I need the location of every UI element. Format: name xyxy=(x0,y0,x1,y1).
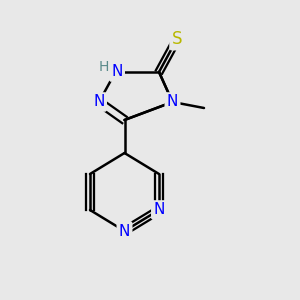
Text: N: N xyxy=(119,224,130,238)
Text: N: N xyxy=(93,94,105,110)
Text: N: N xyxy=(153,202,165,217)
Text: N: N xyxy=(167,94,178,110)
Text: H: H xyxy=(99,60,109,74)
Text: S: S xyxy=(172,30,182,48)
Text: N: N xyxy=(111,64,123,80)
